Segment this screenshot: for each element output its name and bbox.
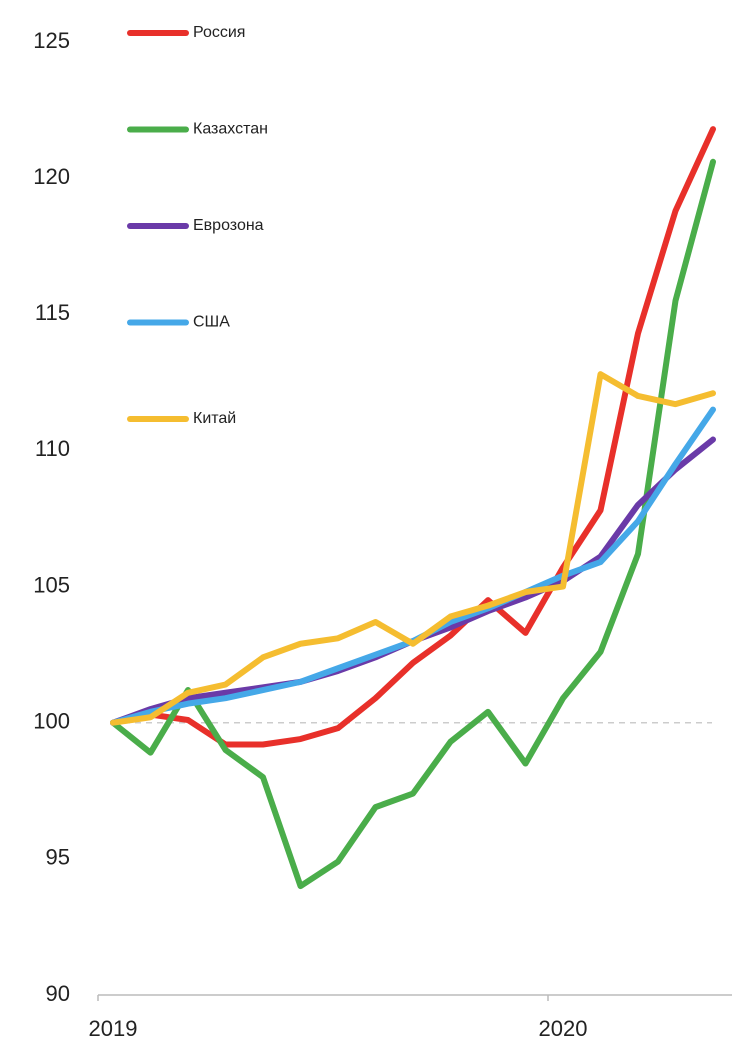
x-tick-label: 2019 xyxy=(89,1016,138,1041)
legend-label: Еврозона xyxy=(193,217,264,234)
y-tick-label: 95 xyxy=(46,845,70,870)
series-line xyxy=(110,436,716,726)
legend-label: Китай xyxy=(193,410,236,427)
y-tick-label: 90 xyxy=(46,981,70,1006)
legend-label: Казахстан xyxy=(193,121,268,138)
series-line xyxy=(110,371,716,726)
x-tick-label: 2020 xyxy=(539,1016,588,1041)
legend-label: США xyxy=(193,314,230,331)
series-line xyxy=(110,406,716,726)
y-tick-label: 100 xyxy=(33,709,70,734)
series-line xyxy=(110,158,716,890)
y-tick-label: 110 xyxy=(35,436,70,461)
y-tick-label: 115 xyxy=(35,300,70,325)
y-tick-label: 125 xyxy=(33,28,70,53)
series-line xyxy=(110,126,716,748)
legend-label: Россия xyxy=(193,24,245,41)
y-tick-label: 105 xyxy=(33,572,70,597)
y-tick-label: 120 xyxy=(33,164,70,189)
